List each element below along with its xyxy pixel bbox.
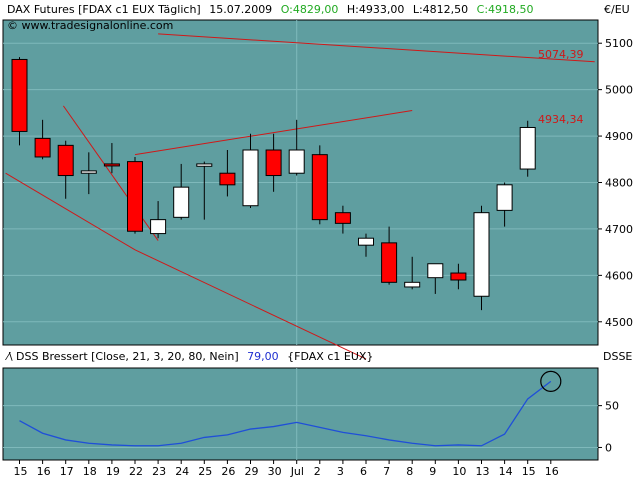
x-tick-label: 15	[14, 465, 28, 478]
trendline	[5, 172, 136, 251]
trendline	[134, 249, 367, 360]
x-tick-label: 17	[60, 465, 74, 478]
price-tick-label: 5000	[605, 84, 633, 97]
candle-body	[404, 281, 421, 288]
x-tick-label: 2	[314, 465, 321, 478]
indicator-tick-label: 50	[605, 400, 619, 413]
indicator-name: DSS Bressert [Close, 21, 3, 20, 80, Nein…	[16, 350, 239, 363]
x-tick-label: 3	[337, 465, 344, 478]
candle-body	[427, 263, 444, 279]
x-tick-label: Jul	[290, 465, 304, 478]
indicator-axis-label: DSSE	[603, 350, 632, 363]
indicator-panel[interactable]	[2, 367, 599, 461]
trendline	[134, 110, 413, 156]
candle-body	[358, 237, 374, 246]
candle-body	[496, 184, 513, 211]
candle-body	[311, 154, 328, 221]
candle-body	[173, 186, 190, 218]
x-tick-label: 25	[198, 465, 212, 478]
x-tick-label: 30	[268, 465, 282, 478]
x-tick-label: 22	[129, 465, 143, 478]
candle-body	[196, 163, 213, 167]
candle-body	[473, 212, 490, 297]
svg-text:⁄\ DSS Bressert [Close,: ⁄\ DSS Bressert [Close, 21, 3, 20, 80, N…	[4, 350, 373, 363]
candles	[11, 57, 536, 311]
svg-text:DAX Futures [FDAX c1 EUX Tägl: DAX Futures [FDAX c1 EUX Täglich] 15.07.…	[7, 3, 534, 16]
x-tick-label: 8	[406, 465, 413, 478]
candle-body	[80, 170, 97, 174]
candle-body	[450, 272, 467, 281]
copyright-text: © www.tradesignalonline.com	[7, 19, 173, 32]
price-tick-label: 4700	[605, 223, 633, 236]
candle-body	[34, 137, 51, 158]
indicator-series	[19, 370, 562, 447]
indicator-value: 79,00	[247, 350, 279, 363]
candle-body	[150, 219, 167, 235]
candle-body	[381, 242, 398, 283]
x-tick-label: 13	[476, 465, 490, 478]
x-tick-label: 23	[152, 465, 166, 478]
x-tick-label: 29	[245, 465, 259, 478]
candle-body	[334, 212, 351, 224]
candle-body	[127, 161, 143, 232]
x-tick-label: 14	[499, 465, 513, 478]
dss-line	[19, 380, 552, 447]
current-value-marker	[540, 370, 562, 392]
x-tick-label: 7	[383, 465, 390, 478]
candle-body	[265, 149, 282, 177]
candle-body	[57, 144, 74, 177]
candle-body	[103, 163, 120, 167]
x-tick-label: 26	[221, 465, 235, 478]
candle-body	[242, 149, 259, 207]
trendlines: 5074,39 4934,34	[5, 33, 595, 360]
candle-body	[219, 172, 236, 186]
price-tick-label: 4800	[605, 177, 633, 190]
header-date: 15.07.2009	[209, 3, 272, 16]
x-tick-label: 16	[545, 465, 559, 478]
x-tick-label: 18	[83, 465, 97, 478]
indicator-symbol: {FDAX c1 EUX}	[287, 350, 373, 363]
price-tick-label: 4500	[605, 316, 633, 329]
chart-header: DAX Futures [FDAX c1 EUX Täglich] 15.07.…	[4, 3, 632, 363]
x-tick-label: 6	[360, 465, 367, 478]
header-close: C:4918,50	[477, 3, 534, 16]
candle-body	[11, 58, 28, 132]
x-tick-label: 16	[37, 465, 51, 478]
header-open: O:4829,00	[281, 3, 339, 16]
header-low: L:4812,50	[413, 3, 468, 16]
gridlines	[3, 20, 598, 460]
indicator-tick-label: 0	[605, 441, 612, 454]
annotation-label: 4934,34	[538, 113, 584, 126]
x-tick-label: 9	[429, 465, 436, 478]
x-tick-label: 15	[522, 465, 536, 478]
header-high: H:4933,00	[347, 3, 404, 16]
x-tick-label: 19	[106, 465, 120, 478]
indicator-icon: ⁄\	[4, 350, 13, 363]
trendline	[158, 33, 595, 63]
candle-body	[288, 149, 305, 174]
price-tick-label: 4900	[605, 130, 633, 143]
price-tick-label: 4600	[605, 269, 633, 282]
x-tick-label: 10	[452, 465, 466, 478]
candle-body	[519, 126, 536, 170]
axes: 4500 4600 4700 4800 4900 5000 5100 0 50 15 16 17 18 1…	[14, 37, 634, 478]
price-tick-label: 5100	[605, 37, 633, 50]
instrument-title: DAX Futures [FDAX c1 EUX Täglich]	[7, 3, 201, 16]
annotation-label: 5074,39	[538, 48, 584, 61]
x-tick-label: 24	[175, 465, 189, 478]
price-axis-label: €/EU	[604, 3, 630, 16]
